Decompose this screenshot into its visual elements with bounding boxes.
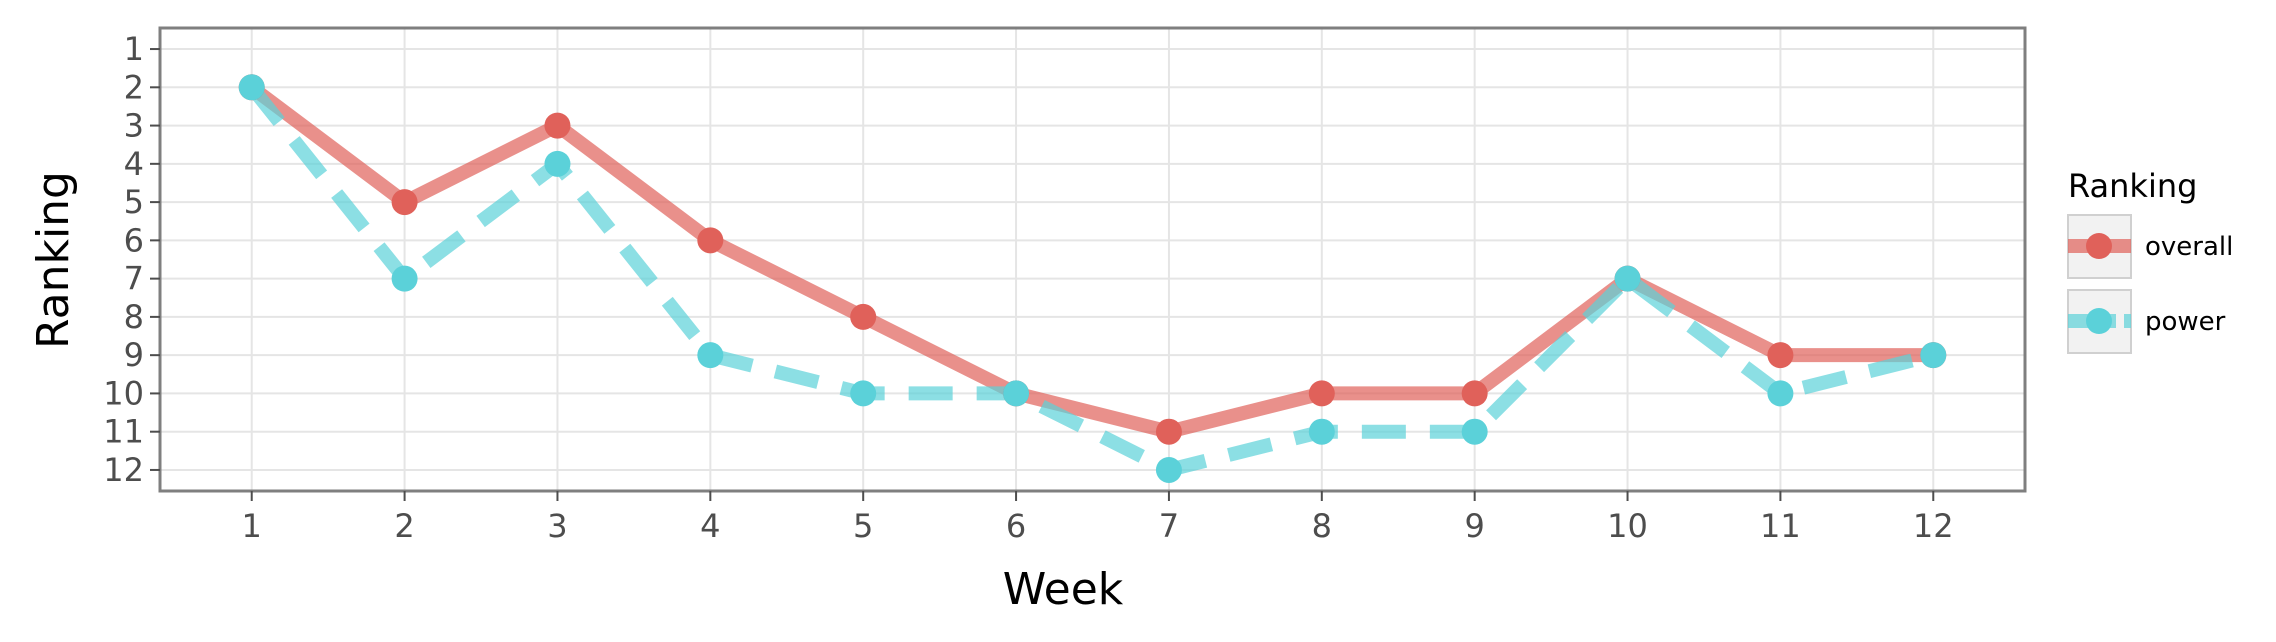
x-tick-label: 8: [1312, 507, 1332, 545]
legend-key-point: [2086, 233, 2112, 259]
data-point-power: [1920, 342, 1947, 369]
x-tick-label: 9: [1464, 507, 1484, 545]
y-axis-title: Ranking: [28, 171, 79, 349]
x-tick-label: 4: [700, 507, 720, 545]
data-point-overall: [1461, 380, 1488, 407]
x-tick-label: 6: [1006, 507, 1026, 545]
legend: Ranking overall power: [2067, 167, 2233, 354]
data-point-overall: [1155, 418, 1182, 445]
y-tick-label: 3: [124, 107, 144, 145]
legend-label: overall: [2145, 232, 2233, 262]
data-point-overall: [544, 112, 571, 139]
legend-item-overall: overall: [2067, 214, 2233, 279]
data-point-overall: [1767, 342, 1794, 369]
series-layer: [238, 74, 1947, 483]
legend-items: overall power: [2067, 214, 2233, 354]
data-point-power: [850, 380, 877, 407]
y-tick-label: 2: [124, 68, 144, 106]
y-tick-label: 4: [124, 145, 144, 183]
x-axis-title: Week: [1003, 564, 1124, 615]
legend-item-power: power: [2067, 289, 2226, 354]
data-point-power: [1308, 418, 1335, 445]
y-tick-label: 12: [103, 451, 144, 489]
data-point-overall: [850, 303, 877, 330]
y-tick-label: 11: [103, 413, 144, 451]
x-tick-label: 11: [1760, 507, 1801, 545]
series-line-power: [246, 82, 1935, 477]
data-point-power: [1461, 418, 1488, 445]
data-point-overall: [391, 189, 418, 216]
data-point-power: [1003, 380, 1030, 407]
y-tick-label: 5: [124, 183, 144, 221]
y-tick-label: 8: [124, 298, 144, 336]
x-tick-label: 5: [853, 507, 873, 545]
x-tick-label: 1: [242, 507, 262, 545]
panel-border: [158, 26, 2027, 493]
data-point-power: [238, 74, 265, 101]
x-tick-label: 2: [394, 507, 414, 545]
data-point-power: [1614, 265, 1641, 292]
legend-title: Ranking: [2068, 167, 2197, 205]
data-point-overall: [1308, 380, 1335, 407]
data-point-overall: [697, 227, 724, 254]
y-tick-label: 9: [124, 336, 144, 374]
y-tick-label: 7: [124, 260, 144, 298]
data-point-power: [697, 342, 724, 369]
x-tick-label: 3: [547, 507, 567, 545]
y-tick-label: 10: [103, 374, 144, 412]
x-tick-label: 12: [1913, 507, 1954, 545]
legend-key-point: [2086, 308, 2112, 334]
data-point-power: [1767, 380, 1794, 407]
data-point-power: [544, 150, 571, 177]
y-tick-label: 1: [124, 30, 144, 68]
data-point-power: [391, 265, 418, 292]
x-tick-label: 10: [1607, 507, 1648, 545]
x-tick-label: 7: [1159, 507, 1179, 545]
legend-label: power: [2145, 307, 2226, 337]
data-point-power: [1155, 456, 1182, 483]
y-tick-label: 6: [124, 221, 144, 259]
